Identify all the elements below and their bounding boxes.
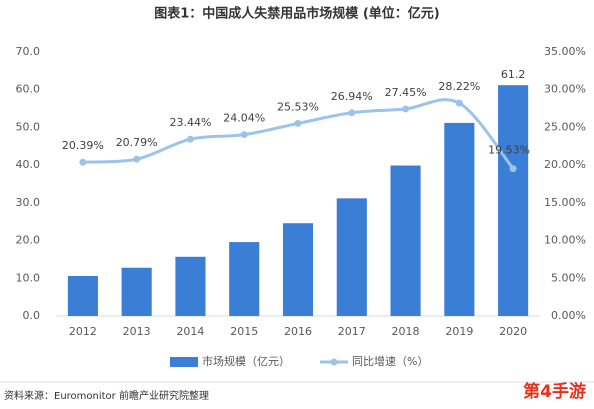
y-tick-label: 60.0: [16, 83, 41, 96]
line-value-label: 20.39%: [62, 139, 104, 152]
chart-title: 图表1：中国成人失禁用品市场规模 (单位：亿元): [154, 6, 439, 22]
y-tick-label: 0.0: [23, 309, 41, 322]
x-tick-label: 2018: [392, 325, 420, 338]
x-tick-label: 2020: [499, 325, 527, 338]
x-tick-label: 2019: [445, 325, 473, 338]
line-value-label: 26.94%: [331, 90, 373, 103]
y2-tick-label: 10.00%: [544, 234, 586, 247]
bar: [390, 165, 421, 316]
bar: [121, 267, 152, 316]
x-tick-label: 2015: [230, 325, 258, 338]
y2-tick-label: 5.00%: [551, 271, 586, 284]
y-tick-label: 10.0: [16, 271, 41, 284]
line-value-label: 19.53%: [488, 144, 530, 157]
y2-tick-label: 0.00%: [551, 309, 586, 322]
y2-tick-label: 35.00%: [544, 45, 586, 58]
x-tick-label: 2013: [123, 325, 151, 338]
line-value-label: 28.22%: [438, 80, 480, 93]
line-marker: [348, 109, 356, 117]
line-value-label: 20.79%: [116, 136, 158, 149]
bar: [229, 242, 260, 316]
legend-label: 同比增速（%）: [352, 354, 428, 368]
line-marker: [79, 158, 87, 166]
y2-tick-label: 20.00%: [544, 158, 586, 171]
x-tick-label: 2014: [176, 325, 204, 338]
watermark: 第4手游: [523, 381, 586, 402]
line-marker: [240, 131, 248, 139]
x-tick-label: 2012: [69, 325, 97, 338]
y-tick-label: 40.0: [16, 158, 41, 171]
bar: [498, 85, 529, 316]
y2-tick-label: 25.00%: [544, 120, 586, 133]
y-tick-label: 20.0: [16, 234, 41, 247]
line-value-label: 23.44%: [169, 116, 211, 129]
x-tick-label: 2016: [284, 325, 312, 338]
bar: [175, 256, 206, 316]
source: 资料来源：Euromonitor 前瞻产业研究院整理: [4, 389, 209, 402]
y-tick-label: 30.0: [16, 196, 41, 209]
line-marker: [402, 105, 410, 113]
line-marker: [133, 155, 141, 163]
x-tick-label: 2017: [338, 325, 366, 338]
bar: [336, 198, 367, 316]
y2-tick-label: 15.00%: [544, 196, 586, 209]
line-value-label: 25.53%: [277, 100, 319, 113]
bar: [444, 122, 475, 316]
bar: [67, 276, 98, 316]
y-tick-label: 50.0: [16, 120, 41, 133]
line-value-label: 27.45%: [385, 86, 427, 99]
bar: [282, 223, 314, 316]
line-marker: [455, 99, 463, 107]
line-marker: [294, 119, 302, 127]
legend-swatch-marker: [330, 358, 338, 366]
line-marker: [509, 165, 517, 173]
legend-label: 市场规模（亿元）: [202, 354, 290, 368]
line-marker: [186, 135, 194, 143]
legend-swatch: [170, 357, 198, 367]
y2-tick-label: 30.00%: [544, 83, 586, 96]
y-tick-label: 70.0: [16, 45, 41, 58]
line-value-label: 24.04%: [223, 112, 265, 125]
bar-value-label: 61.2: [501, 68, 526, 81]
